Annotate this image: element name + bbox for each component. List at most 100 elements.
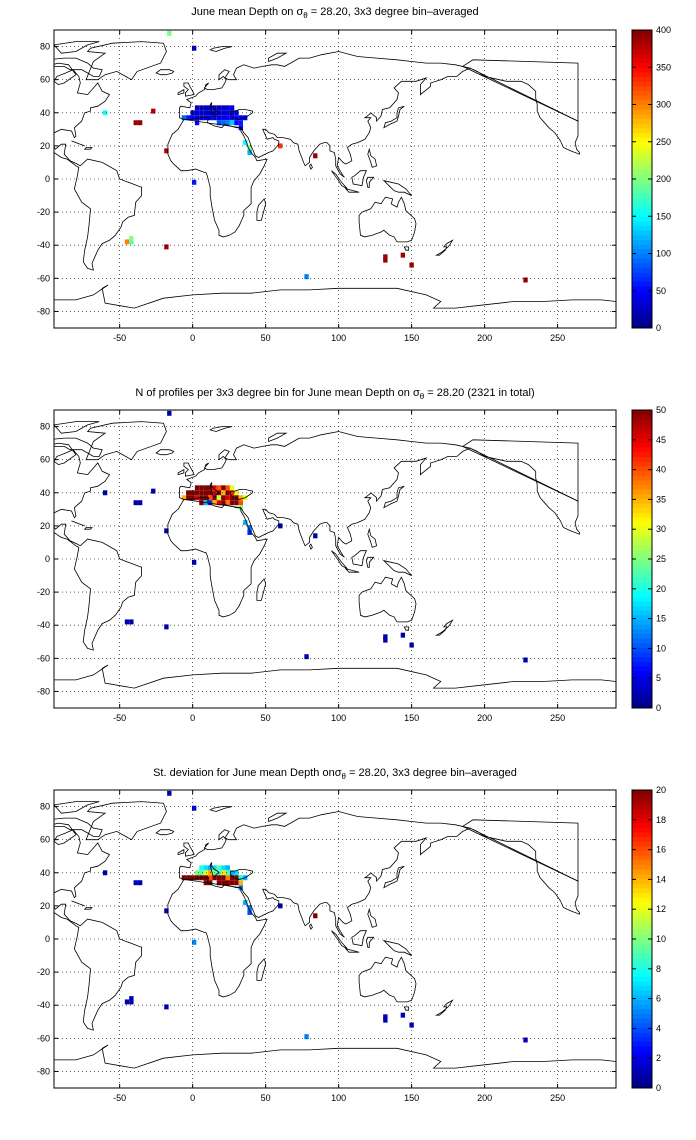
coastline <box>382 560 412 576</box>
data-cell <box>191 179 197 185</box>
colorbar-segment <box>632 220 652 227</box>
data-cell <box>203 865 209 871</box>
colorbar-segment <box>632 1046 652 1052</box>
data-cell <box>194 870 200 876</box>
data-cell <box>221 490 226 496</box>
colorbar-segment <box>632 559 652 565</box>
y-tick-label: 40 <box>40 488 50 498</box>
data-cell <box>229 485 235 491</box>
colorbar-segment <box>632 484 652 490</box>
colorbar-segment <box>632 244 652 250</box>
colorbar-segment <box>632 428 652 434</box>
data-cell <box>191 559 197 565</box>
data-cell <box>194 105 200 111</box>
colorbar-segment <box>632 123 652 129</box>
x-tick-label: 250 <box>550 713 565 723</box>
data-cell <box>199 865 204 871</box>
colorbar-tick-label: 20 <box>656 584 666 594</box>
colorbar-segment <box>632 456 652 462</box>
colorbar-segment <box>632 897 652 903</box>
data-cell <box>216 120 222 126</box>
coastline <box>344 188 360 193</box>
coastline <box>365 556 375 568</box>
colorbar-segment <box>632 925 652 931</box>
coastline <box>167 118 268 238</box>
coastline <box>268 432 288 443</box>
data-cell <box>225 110 230 116</box>
data-cell <box>164 148 169 154</box>
data-cell <box>208 875 213 881</box>
data-cell <box>234 110 239 116</box>
colorbar-segment <box>632 183 652 189</box>
data-cell <box>225 875 230 881</box>
colorbar-tick-label: 400 <box>656 25 671 35</box>
colorbar-segment <box>632 39 652 45</box>
y-tick-label: 20 <box>40 521 50 531</box>
y-tick-label: 20 <box>40 141 50 151</box>
colorbar-tick-label: 0 <box>656 703 661 713</box>
coastline <box>54 41 100 54</box>
grid-lines <box>54 410 616 708</box>
coastline <box>344 568 360 573</box>
colorbar-tick-label: 250 <box>656 137 671 147</box>
colorbar-tick-label: 350 <box>656 62 671 72</box>
colorbar-segment <box>632 934 652 940</box>
coastline <box>435 239 454 256</box>
colorbar-segment <box>632 517 652 523</box>
colorbar-tick-label: 0 <box>656 323 661 333</box>
data-cell <box>221 880 226 886</box>
colorbar-segment <box>632 498 652 504</box>
colorbar-segment <box>632 948 652 954</box>
y-tick-label: -80 <box>37 686 50 696</box>
map-chart-mean-depth: -50 0 50 100 150 200 250 -80 -60 -40 -20 0 20 40 60 80 0… <box>37 25 671 343</box>
colorbar-segment <box>632 568 652 574</box>
data-cell <box>151 488 156 494</box>
colorbar-segment <box>632 572 652 579</box>
colorbar-tick-label: 45 <box>656 435 666 445</box>
data-cell <box>181 115 187 121</box>
colorbar-segment <box>632 1013 652 1019</box>
colorbar: 0 5 10 15 20 25 30 35 40 45 50 <box>631 405 666 713</box>
colorbar-segment <box>632 873 652 879</box>
coastline <box>367 147 378 168</box>
coastline <box>71 900 85 907</box>
colorbar-segment <box>632 929 652 935</box>
coastline <box>209 101 220 117</box>
y-tick-label: 40 <box>40 868 50 878</box>
x-tick-label: 200 <box>477 713 492 723</box>
colorbar-tick-label: 25 <box>656 554 666 564</box>
x-tick-label: 0 <box>190 713 195 723</box>
data-cell <box>124 619 130 625</box>
coastline <box>367 527 378 548</box>
coastline <box>351 930 368 947</box>
data-cell <box>216 115 222 121</box>
x-tick-label: 200 <box>477 1093 492 1103</box>
data-cell <box>191 45 197 51</box>
data-cell <box>186 495 191 501</box>
coastline <box>167 498 268 618</box>
data-cell <box>191 939 197 945</box>
colorbar-segment <box>632 614 652 621</box>
colorbar-segment <box>632 169 652 175</box>
data-cell <box>234 875 239 881</box>
colorbar-segment <box>632 808 652 814</box>
colorbar-segment <box>632 1022 652 1028</box>
x-tick-label: 100 <box>331 713 346 723</box>
colorbar-segment <box>632 414 652 420</box>
data-cell <box>151 108 156 114</box>
y-tick-label: -60 <box>37 273 50 283</box>
data-cell <box>229 110 235 116</box>
colorbar-tick-label: 14 <box>656 874 666 884</box>
colorbar-tick-label: 10 <box>656 934 666 944</box>
colorbar-segment <box>632 610 652 616</box>
colorbar-segment <box>632 966 652 973</box>
coastline <box>155 69 175 76</box>
colorbar-tick-label: 2 <box>656 1053 661 1063</box>
data-cell <box>383 254 388 260</box>
colorbar-segment <box>632 281 652 287</box>
data-cell <box>238 880 244 886</box>
data-cell <box>225 115 230 121</box>
colorbar-segment <box>632 869 652 875</box>
coastline <box>469 67 580 155</box>
data-cell <box>313 913 318 919</box>
